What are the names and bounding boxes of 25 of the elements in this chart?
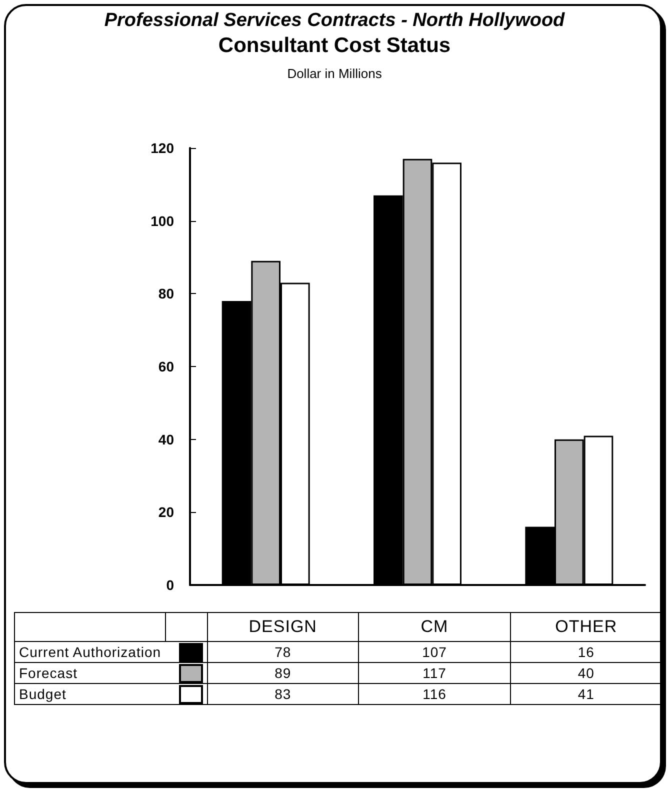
x-tick-label: CM bbox=[358, 612, 510, 642]
y-tick-label: 0 bbox=[166, 577, 174, 593]
legend-label: Forecast bbox=[14, 662, 166, 684]
x-tick-label: OTHER bbox=[510, 612, 662, 642]
y-tick-label: 20 bbox=[158, 504, 174, 520]
y-tick-label: 120 bbox=[150, 140, 174, 156]
data-label: 116 bbox=[358, 684, 510, 704]
chart-subtitle: Consultant Cost Status bbox=[218, 34, 451, 57]
chart-title: Professional Services Contracts - North Hollywood bbox=[104, 10, 566, 31]
y-tick-label: 60 bbox=[158, 358, 174, 374]
y-tick-label: 100 bbox=[150, 212, 174, 229]
legend-label: Budget bbox=[14, 684, 166, 704]
data-label: 78 bbox=[207, 642, 359, 662]
y-axis-title: Dollar in Millions bbox=[287, 66, 382, 81]
data-label: 117 bbox=[358, 662, 510, 684]
data-label: 16 bbox=[510, 642, 662, 662]
data-label: 40 bbox=[510, 662, 662, 684]
y-tick-label: 80 bbox=[158, 286, 174, 302]
y-tick-label: 40 bbox=[158, 431, 174, 448]
data-label: 41 bbox=[510, 684, 662, 704]
data-label: 107 bbox=[358, 642, 510, 662]
x-tick-label: DESIGN bbox=[207, 612, 359, 642]
data-label: 83 bbox=[207, 684, 359, 704]
legend-label: Current Authorization bbox=[14, 642, 166, 662]
data-label: 89 bbox=[207, 662, 359, 684]
